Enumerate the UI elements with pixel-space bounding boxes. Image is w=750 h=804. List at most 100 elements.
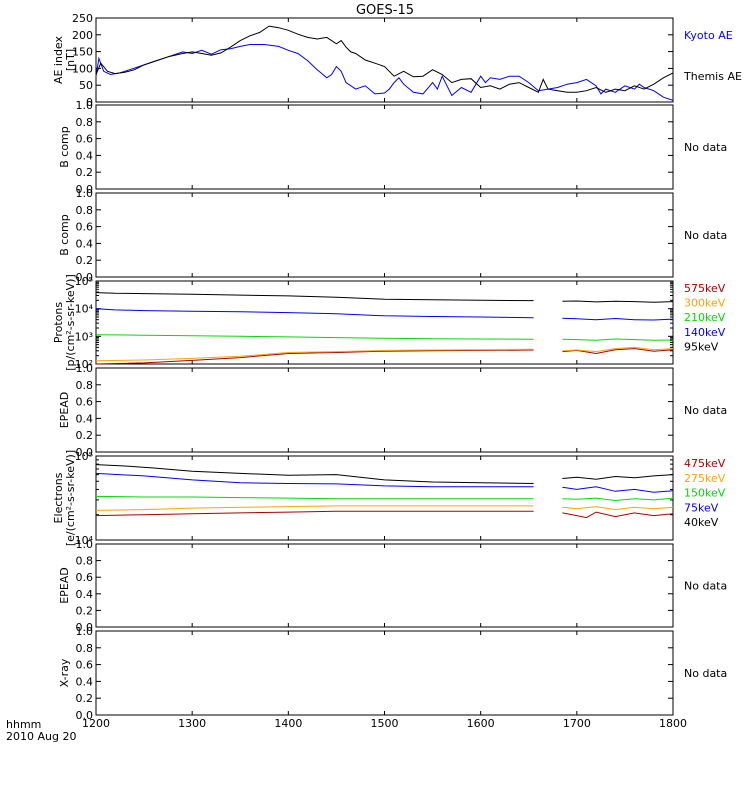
y-tick-label: 250 bbox=[72, 12, 93, 25]
panel-x-ray: 0.0 0.2 0.4 0.6 0.8 1.0 X-ray No data bbox=[58, 625, 727, 722]
y-axis-label: AE index bbox=[52, 35, 65, 84]
panel-frame bbox=[95, 367, 674, 453]
y-tick-label: 0.2 bbox=[76, 254, 94, 267]
series-line-140kev bbox=[95, 308, 534, 319]
panel-frame bbox=[95, 543, 674, 628]
panel-frame bbox=[95, 192, 674, 278]
series-line-themis-ae bbox=[95, 25, 674, 93]
y-tick-label: 50 bbox=[79, 79, 93, 92]
y-tick-label: 10⁴ bbox=[75, 534, 94, 547]
panel-frame bbox=[95, 17, 674, 103]
y-tick-label: 10² bbox=[75, 358, 93, 371]
legend-entry: 95keV bbox=[684, 340, 719, 353]
y-tick-label: 1.0 bbox=[76, 187, 94, 200]
series-line-575kev bbox=[95, 349, 534, 365]
y-axis-label: [p/(cm²-s-sr-keV)] bbox=[64, 274, 77, 371]
y-tick-label: 1.0 bbox=[76, 538, 94, 551]
y-tick-label: 0.6 bbox=[76, 659, 94, 672]
no-data-label: No data bbox=[684, 667, 727, 680]
series-line-95kev bbox=[562, 300, 674, 303]
y-tick-label: 0.8 bbox=[76, 116, 94, 129]
y-tick-label: 0.4 bbox=[76, 675, 94, 688]
no-data-label: No data bbox=[684, 580, 727, 593]
series-line-210kev bbox=[562, 338, 674, 341]
y-tick-label: 0.8 bbox=[76, 379, 94, 392]
y-tick-label: 0.6 bbox=[76, 396, 94, 409]
y-tick-label: 0.0 bbox=[76, 183, 94, 196]
series-line-300kev bbox=[95, 348, 534, 362]
legend-entry: Kyoto AE bbox=[684, 29, 733, 42]
legend-entry: 40keV bbox=[684, 516, 719, 529]
y-tick-label: 0.8 bbox=[76, 204, 94, 217]
x-tick-label: 1800 bbox=[659, 717, 687, 730]
y-tick-label: 0.6 bbox=[76, 133, 94, 146]
y-tick-label: 100 bbox=[72, 62, 93, 75]
y-axis-label: EPEAD bbox=[58, 567, 71, 604]
panel-frame bbox=[95, 630, 674, 716]
x-tick-label: 1600 bbox=[467, 717, 495, 730]
y-tick-label: 0.0 bbox=[76, 271, 94, 284]
y-tick-label: 1.0 bbox=[76, 625, 94, 638]
y-tick-label: 0.0 bbox=[76, 709, 94, 722]
y-tick-label: 0.4 bbox=[76, 237, 94, 250]
panel-epead-1: 0.0 0.2 0.4 0.6 0.8 1.0 EPEAD No data bbox=[58, 362, 727, 459]
legend-entry: 75keV bbox=[684, 501, 719, 514]
footer-date: 2010 Aug 20 bbox=[6, 730, 76, 743]
x-tick-label: 1400 bbox=[274, 717, 302, 730]
x-tick-label: 1700 bbox=[563, 717, 591, 730]
series-line-300kev bbox=[562, 346, 674, 353]
y-tick-label: 0.2 bbox=[76, 604, 94, 617]
panel-epead-2: 0.0 0.2 0.4 0.6 0.8 1.0 EPEAD No data bbox=[58, 538, 727, 634]
y-tick-label: 10⁵ bbox=[75, 450, 93, 463]
series-line-kyoto-ae bbox=[95, 44, 674, 101]
panel-b-comp-1: 0.0 0.2 0.4 0.6 0.8 1.0 B comp No data bbox=[58, 99, 727, 196]
y-tick-label: 0.0 bbox=[76, 621, 94, 634]
y-tick-label: 10⁵ bbox=[75, 275, 93, 288]
legend-entry: 475keV bbox=[684, 457, 726, 470]
no-data-label: No data bbox=[684, 404, 727, 417]
y-tick-label: 1.0 bbox=[76, 99, 94, 112]
y-tick-label: 200 bbox=[72, 29, 93, 42]
y-axis-label: Electrons bbox=[52, 472, 65, 523]
plot-title: GOES-15 bbox=[356, 3, 414, 18]
legend-entry: 140keV bbox=[684, 326, 726, 339]
legend-entry: 575keV bbox=[684, 282, 726, 295]
y-tick-label: 10³ bbox=[75, 330, 93, 343]
panel-frame bbox=[95, 455, 674, 541]
series-line-275kev bbox=[95, 505, 534, 511]
y-tick-label: 0.2 bbox=[76, 166, 94, 179]
series-line-275kev bbox=[562, 506, 674, 511]
no-data-label: No data bbox=[684, 229, 727, 242]
y-tick-label: 0.6 bbox=[76, 221, 94, 234]
series-line-150kev bbox=[562, 497, 674, 502]
x-tick-label: 1500 bbox=[371, 717, 399, 730]
series-line-475kev bbox=[95, 510, 534, 517]
y-tick-label: 0 bbox=[86, 96, 93, 109]
y-axis-label: B comp bbox=[58, 214, 71, 256]
y-axis-label: [e/(cm²-s-sr-keV)] bbox=[64, 450, 77, 546]
y-axis-label: X-ray bbox=[58, 658, 71, 687]
y-axis-label: Protons bbox=[52, 302, 65, 343]
panel-electrons: 10⁴ 10⁵ Electrons [e/(cm²-s-sr-keV)] 475keV 2… bbox=[52, 450, 726, 547]
panel-ae-index: 0 50 100 150 200 250 AE index [nT] Kyoto AE Themi… bbox=[52, 12, 742, 109]
y-axis-label: EPEAD bbox=[58, 392, 71, 429]
y-tick-label: 150 bbox=[72, 46, 93, 59]
series-line-150kev bbox=[95, 495, 534, 500]
y-tick-label: 10⁴ bbox=[75, 303, 94, 316]
y-tick-label: 0.4 bbox=[76, 588, 94, 601]
y-axis-label: B comp bbox=[58, 126, 71, 168]
y-tick-label: 1.0 bbox=[76, 362, 94, 375]
series-line-75kev bbox=[95, 472, 534, 488]
legend-entry: 210keV bbox=[684, 311, 726, 324]
y-tick-label: 0.0 bbox=[76, 446, 94, 459]
panel-stack: 0 50 100 150 200 250 AE index [nT] Kyoto AE Themi… bbox=[52, 12, 742, 730]
legend-entry: 275keV bbox=[684, 472, 726, 485]
series-line-210kev bbox=[95, 334, 534, 340]
series-line-40kev bbox=[562, 474, 674, 480]
footer-hhmm: hhmm bbox=[6, 718, 41, 731]
y-tick-label: 0.4 bbox=[76, 412, 94, 425]
panel-frame bbox=[95, 104, 674, 190]
panel-b-comp-2: 0.0 0.2 0.4 0.6 0.8 1.0 B comp No data bbox=[58, 187, 727, 284]
